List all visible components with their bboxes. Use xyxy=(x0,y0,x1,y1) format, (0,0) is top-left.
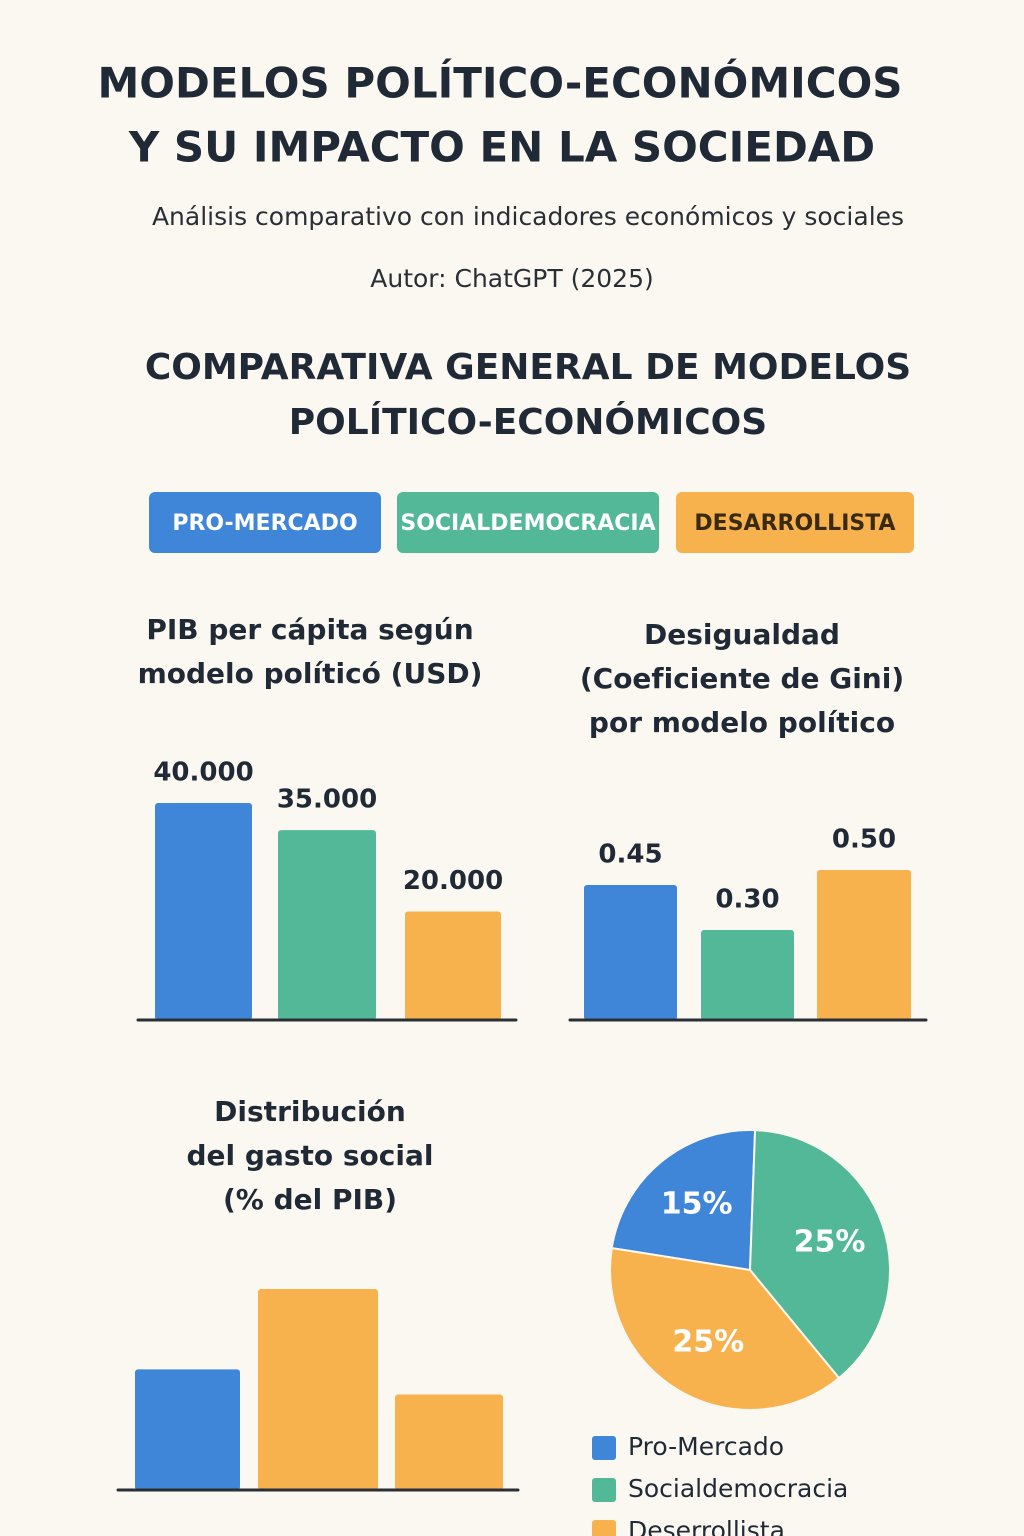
chart-title: (Coeficiente de Gini) xyxy=(580,662,904,695)
legend-swatch xyxy=(592,1436,616,1460)
value-label: 0.50 xyxy=(832,825,896,855)
pie-label: 25% xyxy=(794,1225,866,1260)
section-title: POLÍTICO-ECONÓMICOS xyxy=(289,401,767,443)
value-label: 35.000 xyxy=(277,785,377,815)
title-line: Y SU IMPACTO EN LA SOCIEDAD xyxy=(128,123,875,172)
pie-slice xyxy=(748,1129,891,1380)
bar xyxy=(135,1369,240,1490)
subtitle: Análisis comparativo con indicadores eco… xyxy=(152,202,904,231)
pie-label: 15% xyxy=(661,1187,733,1222)
bar xyxy=(701,930,794,1020)
tag-box xyxy=(149,492,381,553)
chart-title: PIB per cápita según xyxy=(146,613,473,646)
bar xyxy=(405,911,501,1020)
chart-title: Distribución xyxy=(214,1095,406,1128)
bar xyxy=(278,830,376,1020)
value-label: 20.000 xyxy=(403,866,503,896)
chart-title: (% del PIB) xyxy=(223,1183,397,1216)
tag-box xyxy=(397,492,659,553)
chart-title: del gasto social xyxy=(187,1139,434,1172)
tag-label: DESARROLLISTA xyxy=(694,511,895,536)
legend-swatch xyxy=(592,1520,616,1536)
value-label: 0.45 xyxy=(598,840,662,870)
title-line: MODELOS POLÍTICO-ECONÓMICOS xyxy=(97,58,902,108)
bar xyxy=(395,1394,503,1490)
value-label: 40.000 xyxy=(153,758,253,788)
chart-title: por modelo político xyxy=(589,706,895,739)
tag-label: PRO-MERCADO xyxy=(172,511,357,536)
legend-label: Pro-Mercado xyxy=(628,1432,784,1461)
value-label: 0.30 xyxy=(715,885,779,915)
legend-label: Deserrollista xyxy=(628,1516,785,1536)
tag-label: SOCIALDEMOCRACIA xyxy=(400,511,655,536)
pie-label: 25% xyxy=(672,1324,744,1359)
bar xyxy=(155,803,252,1020)
author: Autor: ChatGPT (2025) xyxy=(370,264,653,293)
pie-slice xyxy=(609,1246,841,1412)
bar xyxy=(817,870,911,1020)
chart-title: modelo políticó (USD) xyxy=(138,657,483,690)
bar xyxy=(584,885,677,1020)
section-title: COMPARATIVA GENERAL DE MODELOS xyxy=(145,347,911,388)
legend-swatch xyxy=(592,1478,616,1502)
bar xyxy=(258,1289,378,1490)
chart-title: Desigualdad xyxy=(644,618,840,651)
tag-box xyxy=(676,492,914,553)
pie-slice xyxy=(610,1129,757,1272)
legend-label: Socialdemocracia xyxy=(628,1474,848,1503)
